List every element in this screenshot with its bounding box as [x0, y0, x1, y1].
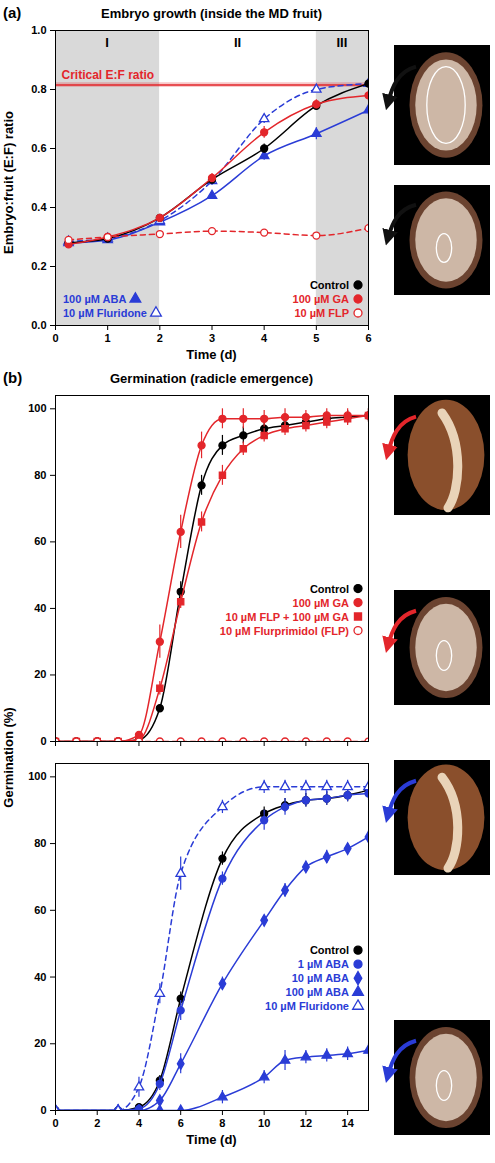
svg-text:Control: Control — [310, 279, 349, 291]
svg-text:Embryo:fruit (E:F) ratio: Embryo:fruit (E:F) ratio — [1, 111, 16, 254]
svg-text:Time (d): Time (d) — [186, 347, 236, 362]
svg-text:Germination (%): Germination (%) — [1, 707, 16, 807]
svg-text:2: 2 — [94, 1117, 100, 1129]
svg-text:(a): (a) — [3, 4, 21, 21]
svg-text:0.8: 0.8 — [31, 83, 46, 95]
svg-text:0: 0 — [52, 1117, 58, 1129]
svg-text:Time (d): Time (d) — [186, 1132, 236, 1147]
svg-text:0: 0 — [52, 332, 58, 344]
svg-text:60: 60 — [34, 904, 46, 916]
svg-text:8: 8 — [219, 1117, 225, 1129]
svg-text:20: 20 — [34, 1037, 46, 1049]
svg-text:100 µM ABA: 100 µM ABA — [286, 986, 349, 998]
svg-text:100 µM GA: 100 µM GA — [293, 293, 350, 305]
svg-text:Control: Control — [310, 944, 349, 956]
svg-text:Control: Control — [310, 583, 349, 595]
svg-text:1 µM ABA: 1 µM ABA — [298, 958, 349, 970]
svg-text:12: 12 — [300, 1117, 312, 1129]
svg-text:Embryo growth (inside the MD f: Embryo growth (inside the MD fruit) — [101, 6, 322, 21]
svg-text:100: 100 — [28, 770, 46, 782]
svg-text:40: 40 — [34, 971, 46, 983]
svg-text:80: 80 — [34, 837, 46, 849]
svg-text:0: 0 — [40, 1104, 46, 1116]
svg-text:0: 0 — [40, 735, 46, 747]
svg-text:6: 6 — [365, 332, 371, 344]
svg-text:5: 5 — [313, 332, 319, 344]
svg-text:0.0: 0.0 — [31, 319, 46, 331]
svg-text:10 µM Flurprimidol (FLP): 10 µM Flurprimidol (FLP) — [220, 625, 350, 637]
svg-text:20: 20 — [34, 668, 46, 680]
svg-text:100: 100 — [28, 402, 46, 414]
svg-text:Critical E:F ratio: Critical E:F ratio — [62, 68, 155, 82]
svg-text:14: 14 — [342, 1117, 355, 1129]
svg-text:10 µM ABA: 10 µM ABA — [292, 972, 349, 984]
svg-text:1: 1 — [105, 332, 111, 344]
svg-text:3: 3 — [209, 332, 215, 344]
svg-text:II: II — [234, 35, 241, 50]
svg-text:80: 80 — [34, 469, 46, 481]
svg-text:III: III — [336, 35, 347, 50]
svg-text:0.6: 0.6 — [31, 142, 46, 154]
svg-text:10 µM FLP + 100 µM GA: 10 µM FLP + 100 µM GA — [226, 611, 349, 623]
svg-text:100 µM GA: 100 µM GA — [293, 597, 350, 609]
svg-text:10: 10 — [258, 1117, 270, 1129]
svg-text:6: 6 — [178, 1117, 184, 1129]
svg-text:(b): (b) — [3, 369, 22, 386]
svg-text:0.4: 0.4 — [31, 201, 47, 213]
svg-text:4: 4 — [261, 332, 268, 344]
svg-text:10 µM Fluridone: 10 µM Fluridone — [63, 307, 147, 319]
svg-text:40: 40 — [34, 602, 46, 614]
svg-text:1.0: 1.0 — [31, 24, 46, 36]
svg-text:4: 4 — [136, 1117, 143, 1129]
svg-text:Germination (radicle emergence: Germination (radicle emergence) — [110, 371, 313, 386]
svg-text:60: 60 — [34, 535, 46, 547]
svg-text:0.2: 0.2 — [31, 260, 46, 272]
svg-text:I: I — [105, 35, 109, 50]
svg-text:100 µM ABA: 100 µM ABA — [63, 293, 126, 305]
svg-text:2: 2 — [157, 332, 163, 344]
svg-text:10 µM Fluridone: 10 µM Fluridone — [265, 1000, 349, 1012]
svg-text:10 µM FLP: 10 µM FLP — [294, 307, 349, 319]
